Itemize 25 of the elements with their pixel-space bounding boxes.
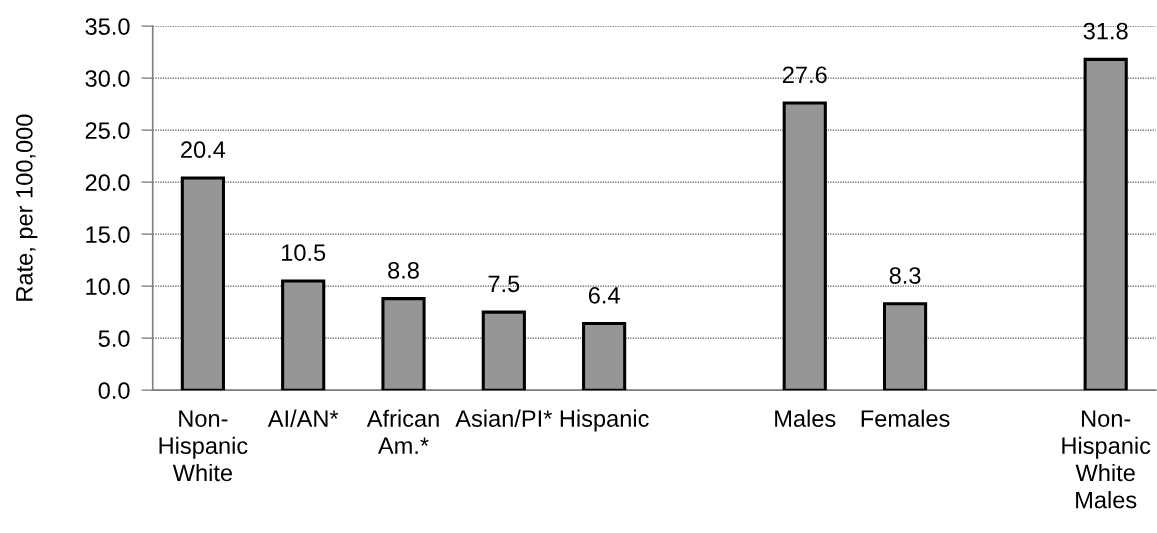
data-label: 7.5 <box>488 275 520 293</box>
data-label: 27.6 <box>782 66 827 84</box>
y-tick-label: 35.0 <box>85 18 130 35</box>
y-tick-label: 0.0 <box>98 382 130 399</box>
y-tick-label: 5.0 <box>98 330 130 347</box>
y-tick-label: 15.0 <box>86 226 130 243</box>
y-tick-label: 20.0 <box>85 174 130 191</box>
data-label: 8.8 <box>388 261 419 279</box>
data-label: 10.5 <box>282 244 326 261</box>
y-tick-label: 25.0 <box>85 122 130 139</box>
y-tick-label: 30.0 <box>85 70 130 87</box>
x-tick-label: Non- Hispanic White Males <box>1062 410 1151 509</box>
x-tick-label: AI/AN* <box>267 409 339 427</box>
data-label: 6.4 <box>588 286 620 304</box>
data-label: 31.8 <box>1083 22 1128 40</box>
data-label: 8.3 <box>889 267 921 284</box>
y-axis-title: Rate, per 100,000 <box>15 114 38 301</box>
x-tick-label: Asian/PI* <box>455 409 553 427</box>
y-tick-label: 10.0 <box>86 278 130 295</box>
x-tick-label: Males <box>775 409 836 427</box>
x-tick-label: Hispanic <box>560 409 649 432</box>
x-tick-label: Non- Hispanic White <box>159 410 248 482</box>
x-tick-label: Females <box>861 409 950 427</box>
x-tick-label: African Am.* <box>366 409 439 454</box>
data-label: 20.4 <box>181 141 226 159</box>
